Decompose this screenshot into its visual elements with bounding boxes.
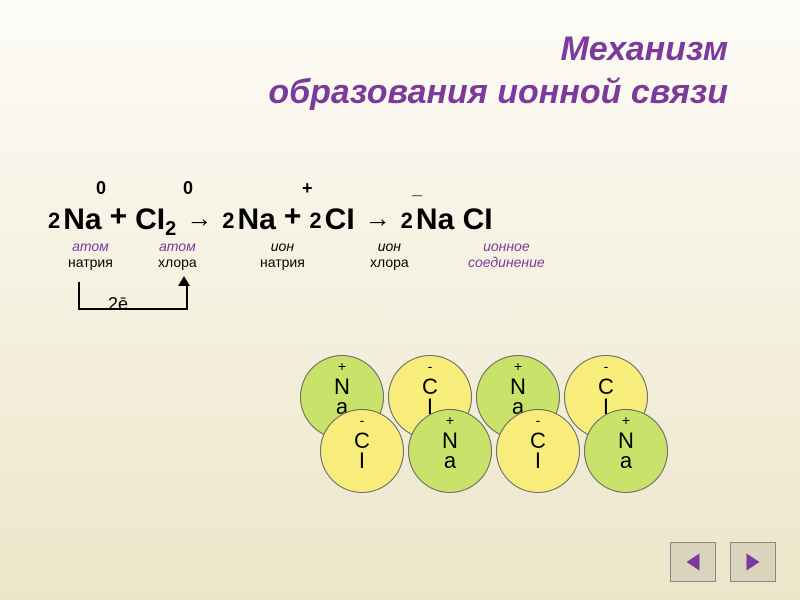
plus-1: +	[110, 200, 128, 234]
arrow-1: →	[186, 203, 212, 234]
ion-charge: -	[428, 360, 433, 373]
ion-symbol: C I	[530, 431, 546, 471]
title-line2: образования ионной связи	[268, 71, 728, 114]
plus-2: +	[284, 200, 302, 234]
prev-button[interactable]	[670, 542, 716, 582]
electron-transfer-bracket	[78, 282, 188, 310]
equation-block: 00+_ 2 Na + CI 2 → 2 Na + 2 CI → 2 Na CI…	[48, 200, 493, 237]
lattice-ion: - C I	[320, 409, 404, 493]
charge-superscript: +	[302, 178, 313, 199]
coef-2: 2	[222, 208, 234, 234]
coef-1: 2	[48, 208, 60, 234]
lattice-ion: - C I	[496, 409, 580, 493]
equation-label: атомнатрия	[68, 238, 113, 270]
charge-superscript: 0	[183, 178, 193, 199]
ion-charge: -	[604, 360, 609, 373]
electron-transfer-label: 2ē	[108, 294, 128, 315]
equation-label: ионнатрия	[260, 238, 305, 270]
ion-charge: +	[622, 414, 630, 427]
lattice-ion: + N a	[584, 409, 668, 493]
cl-ion: CI	[325, 203, 355, 237]
na-atom: Na	[63, 203, 101, 237]
ion-symbol: C I	[354, 431, 370, 471]
nacl-compound: Na CI	[416, 203, 493, 237]
charge-superscript: _	[412, 178, 422, 199]
ion-symbol: N a	[442, 431, 458, 471]
coef-3: 2	[309, 208, 321, 234]
triangle-right-icon	[740, 549, 766, 575]
ion-charge: +	[338, 360, 346, 373]
ion-charge: +	[514, 360, 522, 373]
slide-title: Механизм образования ионной связи	[268, 28, 728, 113]
ion-charge: +	[446, 414, 454, 427]
electron-transfer-arrowhead	[178, 276, 190, 286]
equation-label: ионноесоединение	[468, 238, 545, 270]
triangle-left-icon	[680, 549, 706, 575]
ion-symbol: N a	[618, 431, 634, 471]
title-line1: Механизм	[268, 28, 728, 71]
equation-row: 2 Na + CI 2 → 2 Na + 2 CI → 2 Na CI	[48, 200, 493, 237]
arrow-2: →	[365, 203, 391, 234]
ion-charge: -	[360, 414, 365, 427]
charge-superscript: 0	[96, 178, 106, 199]
lattice-ion: + N a	[408, 409, 492, 493]
cl-atom: CI	[135, 203, 165, 237]
equation-label: ионхлора	[370, 238, 409, 270]
ion-charge: -	[536, 414, 541, 427]
ionic-lattice: +N a-C I+N a-C I-C I+N a-C I+N a	[300, 355, 680, 515]
na-ion: Na	[238, 203, 276, 237]
next-button[interactable]	[730, 542, 776, 582]
coef-4: 2	[401, 208, 413, 234]
equation-label: атомхлора	[158, 238, 197, 270]
nav-controls	[670, 542, 776, 582]
